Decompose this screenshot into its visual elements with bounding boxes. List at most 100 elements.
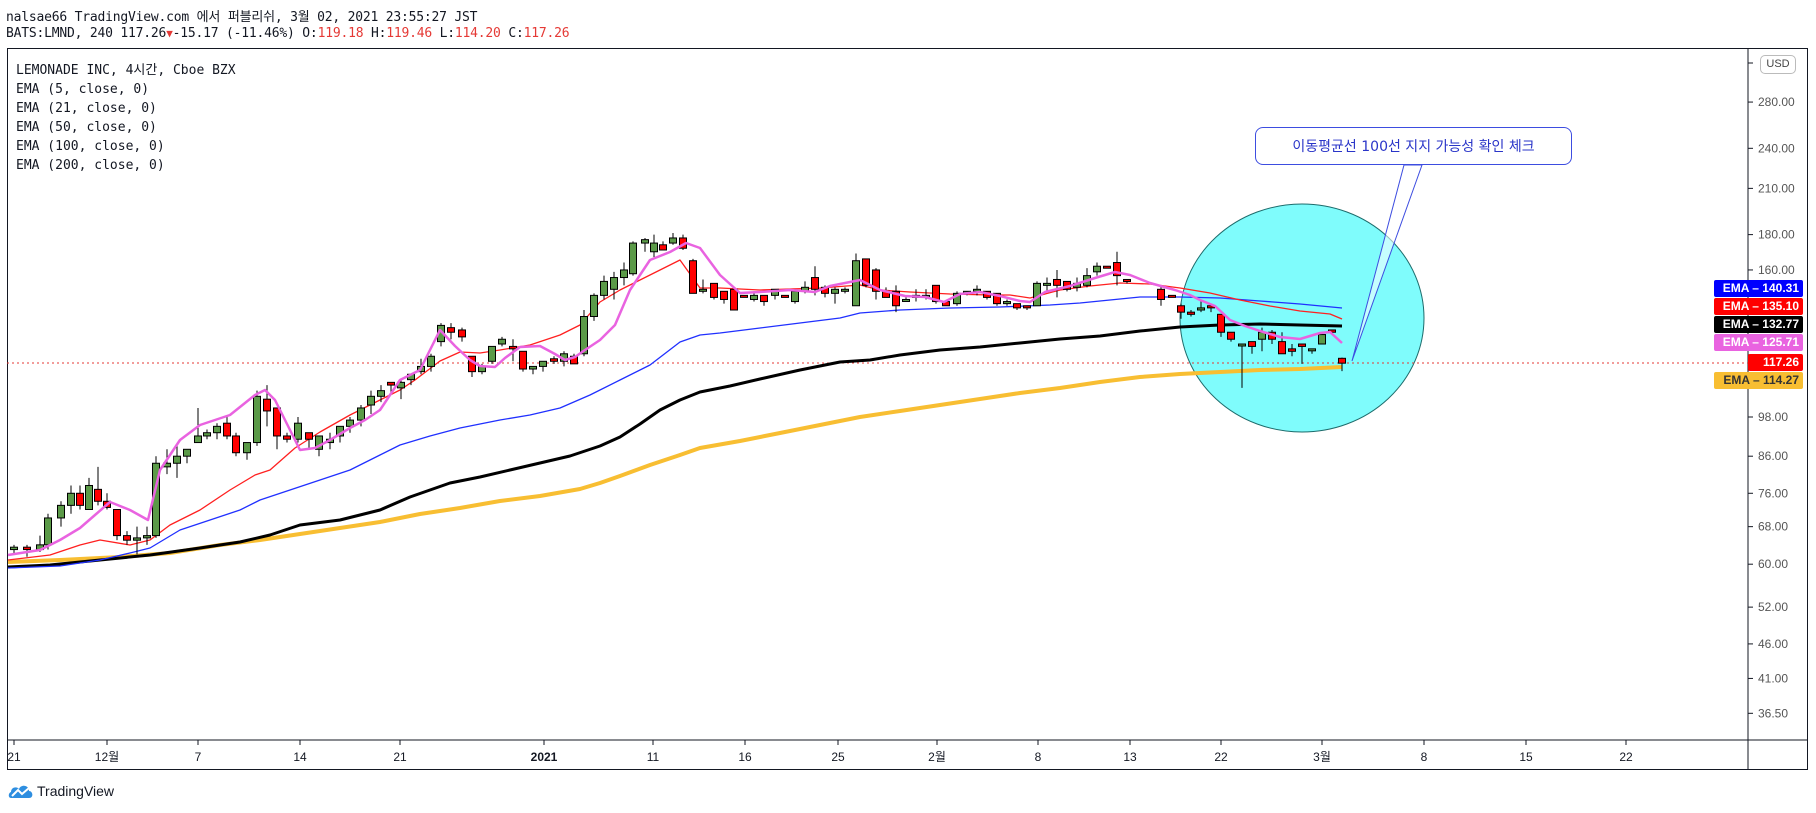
candle-down xyxy=(1053,278,1061,286)
candle-down xyxy=(892,290,900,307)
candle-down xyxy=(113,509,121,537)
candle-up xyxy=(620,269,628,279)
candle-down xyxy=(1113,262,1121,277)
candle-up xyxy=(85,484,93,511)
high-value: 119.46 xyxy=(386,26,432,41)
candle-up xyxy=(1238,343,1246,347)
candle-up xyxy=(57,504,65,519)
candle-up xyxy=(902,298,910,302)
currency-badge[interactable]: USD xyxy=(1760,55,1796,74)
price-tick-label: 76.00 xyxy=(1758,486,1788,500)
time-tick-label: 21 xyxy=(7,750,21,764)
legend-ema200[interactable]: EMA (200, close, 0) xyxy=(16,158,165,173)
price-tick-label: 41.00 xyxy=(1758,671,1788,685)
candle-down xyxy=(447,327,455,333)
candle-down xyxy=(689,260,697,294)
candle-up xyxy=(750,294,758,300)
price-tick-label: 60.00 xyxy=(1758,557,1788,571)
candle-down xyxy=(862,258,870,286)
candle-up xyxy=(600,280,608,296)
low-value: 114.20 xyxy=(454,26,501,41)
candle-up xyxy=(1043,282,1051,286)
price-change: -15.17 (-11.46%) xyxy=(172,26,295,41)
last-price: 117.26 xyxy=(120,26,167,41)
candle-down xyxy=(76,492,84,506)
legend-ema5[interactable]: EMA (5, close, 0) xyxy=(16,82,150,97)
candle-down xyxy=(283,435,291,440)
time-tick-label: 16 xyxy=(738,750,752,764)
candle-up xyxy=(669,237,677,244)
candle-down xyxy=(993,292,1001,305)
candle-up xyxy=(357,407,365,421)
time-tick-label: 3월 xyxy=(1313,750,1331,764)
time-tick-label: 15 xyxy=(1519,750,1533,764)
ema50-line xyxy=(7,296,1343,569)
price-tick-label: 210.00 xyxy=(1758,181,1795,195)
legend-title: LEMONADE INC, 4시간, Cboe BZX xyxy=(16,63,236,78)
candle-up xyxy=(346,419,354,427)
candle-up xyxy=(1308,348,1316,352)
candle-down xyxy=(263,398,271,412)
indicator-legend: LEMONADE INC, 4시간, Cboe BZX EMA (5, clos… xyxy=(16,61,236,175)
candle-down xyxy=(305,432,313,440)
candle-up xyxy=(1197,307,1205,311)
time-tick-label: 21 xyxy=(393,750,407,764)
price-tag: 117.26 xyxy=(1748,354,1803,371)
candle-up xyxy=(173,455,181,464)
candle-up xyxy=(10,546,18,551)
candle-up xyxy=(194,435,202,444)
price-tick-label: 46.00 xyxy=(1758,637,1788,651)
candle-up xyxy=(183,448,191,457)
candle-up xyxy=(498,338,506,345)
candle-up xyxy=(610,277,618,290)
candle-down xyxy=(387,381,395,386)
candle-down xyxy=(223,422,231,437)
candle-down xyxy=(730,288,738,311)
tradingview-logo[interactable]: TradingView xyxy=(8,783,114,799)
candle-up xyxy=(539,360,547,367)
candle-down xyxy=(1227,331,1235,340)
ema100-line xyxy=(7,322,1343,569)
down-triangle-icon: ▼ xyxy=(166,27,173,40)
candle-up xyxy=(1003,301,1011,305)
candle-down xyxy=(94,488,102,502)
symbol: BATS:LMND, 240 xyxy=(6,26,113,41)
ema21-line xyxy=(7,259,1343,561)
candle-down xyxy=(458,329,466,338)
publish-info: nalsae66 TradingView.com 에서 퍼블리쉬, 3월 02,… xyxy=(6,10,478,25)
candle-down xyxy=(781,294,789,298)
candle-down xyxy=(1123,278,1131,282)
annotation-callout[interactable]: 이동평균선 100선 지지 가능성 확인 체크 xyxy=(1255,127,1572,165)
time-tick-label: 7 xyxy=(195,750,202,764)
candle-up xyxy=(203,432,211,437)
legend-ema50[interactable]: EMA (50, close, 0) xyxy=(16,120,157,135)
candle-down xyxy=(1157,288,1165,300)
legend-ema21[interactable]: EMA (21, close, 0) xyxy=(16,101,157,116)
candle-up xyxy=(488,345,496,362)
candle-down xyxy=(23,546,31,551)
candle-down xyxy=(1013,303,1021,309)
candle-up xyxy=(1093,265,1101,273)
candle-down xyxy=(1248,341,1256,347)
candle-down xyxy=(932,284,940,303)
price-tag: EMA – 140.31 xyxy=(1714,280,1803,297)
candle-up xyxy=(427,355,435,367)
candle-up xyxy=(143,535,151,539)
legend-ema100[interactable]: EMA (100, close, 0) xyxy=(16,139,165,154)
cloud-logo-icon xyxy=(8,785,33,798)
candle-up xyxy=(133,537,141,541)
candle-up xyxy=(253,395,261,444)
candle-down xyxy=(1217,313,1225,333)
price-tick-label: 240.00 xyxy=(1758,141,1795,155)
price-tag: EMA – 135.10 xyxy=(1714,298,1803,315)
candle-down xyxy=(710,282,718,298)
candle-up xyxy=(67,492,75,506)
candle-down xyxy=(811,277,819,290)
time-tick-label: 11 xyxy=(647,750,660,764)
candle-down xyxy=(1168,294,1176,298)
price-tag: EMA – 114.27 xyxy=(1714,372,1803,389)
candle-up xyxy=(841,288,849,292)
candle-down xyxy=(550,358,558,362)
candle-up xyxy=(590,294,598,318)
